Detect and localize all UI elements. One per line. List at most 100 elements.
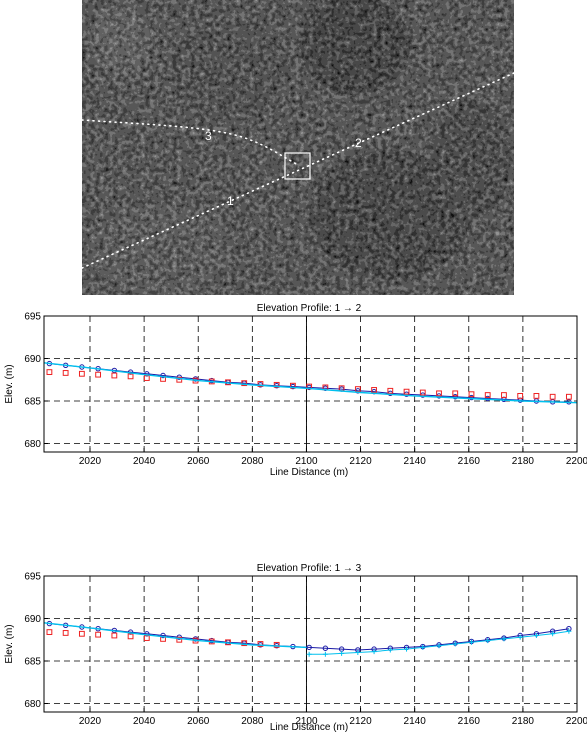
chart-2-xtick-label: 2100	[295, 716, 318, 727]
chart-1-ytick-label: 690	[24, 354, 41, 365]
chart-2-point	[322, 645, 329, 651]
chart-1-xtick-label: 2040	[133, 456, 156, 467]
chart-2-xtick-label: 2120	[349, 716, 372, 727]
chart-1-axes-box	[43, 315, 578, 453]
chart-1-series-3	[43, 362, 578, 404]
chart-2-xtick-label: 2160	[458, 716, 481, 727]
chart-1-point	[273, 381, 280, 388]
chart-1-point	[257, 381, 264, 387]
track-line-1-2	[82, 72, 514, 269]
chart-1-ytick-label: 680	[24, 439, 41, 450]
chart-1-xtick-label: 2160	[458, 456, 481, 467]
chart-1-point	[62, 370, 69, 376]
chart-2-point	[420, 644, 426, 650]
chart-1-point	[501, 392, 507, 398]
chart-1-xtick-label: 2080	[241, 456, 264, 467]
chart-2-point	[62, 630, 69, 636]
chart-2-series-3-line	[43, 622, 307, 649]
track-label-2: 2	[355, 136, 362, 150]
chart-2-point	[501, 636, 507, 642]
chart-1-series-1	[46, 360, 572, 405]
chart-2-point	[78, 630, 85, 637]
chart-1-point	[241, 380, 248, 387]
chart-1-point	[143, 375, 150, 381]
chart-1-point	[565, 393, 572, 400]
chart-2-xtick-label: 2140	[404, 716, 427, 727]
chart-2-series-3	[43, 622, 307, 649]
chart-1-point	[452, 390, 459, 397]
elevation-chart-1: Elevation Profile: 1 → 2 2020 2040 2060 208…	[4, 303, 587, 478]
chart-2-ytick-label: 685	[24, 657, 41, 668]
chart-1-xtick-label: 2180	[512, 456, 535, 467]
chart-2-point	[322, 651, 328, 657]
chart-2-point	[127, 633, 134, 640]
chart-1-title: Elevation Profile: 1 → 2	[257, 303, 362, 314]
chart-2-point	[566, 628, 572, 634]
chart-2-point	[111, 632, 118, 639]
chart-2-point	[404, 646, 410, 652]
chart-2-point	[160, 632, 166, 639]
chart-2-point	[387, 647, 393, 653]
chart-1-xtick-label: 2120	[349, 456, 372, 467]
chart-2-point	[241, 640, 248, 647]
chart-2-ytick-label: 695	[24, 572, 41, 583]
chart-1-ylabel: Elev. (m)	[4, 364, 15, 403]
chart-2-ylabel: Elev. (m)	[4, 624, 15, 663]
chart-2-point	[46, 629, 53, 636]
chart-1-point	[403, 388, 410, 395]
chart-1-xtick-label: 2140	[404, 456, 427, 467]
intersection-box	[284, 152, 311, 180]
chart-2-xtick-label: 2040	[133, 716, 156, 727]
chart-2-xtick-label: 2060	[187, 716, 210, 727]
chart-2-point	[517, 634, 523, 640]
chart-2-point	[143, 635, 150, 641]
chart-1-xtick-label: 2200	[566, 456, 587, 467]
chart-2-point	[95, 631, 102, 638]
chart-1-xtick-label: 2100	[295, 456, 318, 467]
chart-2-series-4	[306, 628, 572, 657]
chart-2-point	[468, 639, 474, 645]
chart-1-series-1-line	[49, 363, 569, 403]
chart-2-point	[452, 641, 458, 647]
chart-1-series-2	[46, 369, 572, 400]
satellite-image: 1 2 3	[82, 0, 514, 295]
elevation-chart-2: Elevation Profile: 1 → 3 2020 2040 2060 208…	[4, 563, 587, 732]
chart-2-point	[485, 638, 491, 644]
chart-1-point	[160, 372, 166, 379]
chart-2-xtick-label: 2080	[241, 716, 264, 727]
chart-1-xtick-label: 2020	[79, 456, 102, 467]
chart-2-series-1-line	[49, 623, 569, 651]
chart-1-point	[111, 372, 118, 379]
chart-2-point	[257, 641, 264, 647]
chart-1-point	[517, 393, 524, 399]
track-label-3: 3	[205, 129, 212, 143]
chart-1-point	[387, 387, 394, 394]
chart-2-point	[306, 644, 312, 651]
chart-1-point	[46, 369, 53, 376]
chart-1-point	[485, 395, 491, 402]
chart-2-point	[273, 641, 280, 648]
chart-2-point	[355, 650, 361, 655]
chart-2-axes-box	[43, 575, 578, 713]
chart-1-point	[419, 389, 426, 396]
chart-2-xtick-label: 2200	[566, 716, 587, 727]
chart-1-series-3-line	[43, 362, 578, 404]
chart-1-point	[484, 392, 491, 398]
chart-2-point	[339, 650, 345, 656]
chart-1-point	[95, 371, 102, 378]
chart-1-point	[354, 386, 361, 393]
chart-2-title: Elevation Profile: 1 → 3	[257, 563, 362, 574]
chart-2-point	[371, 649, 377, 655]
chart-1-point	[436, 390, 442, 397]
chart-1-point	[533, 393, 540, 399]
chart-2-xlabel: Line Distance (m)	[270, 722, 348, 732]
chart-2-xtick-label: 2020	[79, 716, 102, 727]
chart-1-point	[78, 370, 85, 377]
chart-2-series-1	[46, 620, 572, 653]
track-line-1-3	[82, 119, 299, 166]
chart-1-point	[127, 373, 134, 380]
chart-2-ytick-label: 690	[24, 614, 41, 625]
chart-2-ytick-label: 680	[24, 699, 41, 710]
chart-1-xtick-label: 2060	[187, 456, 210, 467]
